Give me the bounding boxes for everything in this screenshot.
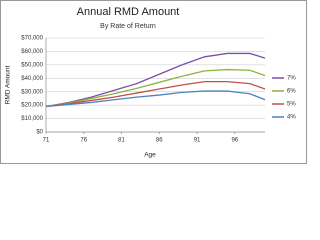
y-tick-label: $70,000 bbox=[21, 36, 43, 42]
chart-subtitle: By Rate of Return bbox=[100, 23, 156, 30]
x-tick-label: 76 bbox=[80, 138, 87, 144]
x-tick-label: 81 bbox=[118, 138, 125, 144]
chart-frame bbox=[0, 0, 307, 164]
chart-title: Annual RMD Amount bbox=[77, 6, 180, 18]
y-tick-label: $20,000 bbox=[21, 103, 43, 109]
y-tick-label: $50,000 bbox=[21, 62, 43, 68]
legend-label: 4% bbox=[287, 115, 296, 121]
series-line bbox=[45, 90, 266, 108]
y-tick-label: $0 bbox=[36, 130, 43, 136]
y-tick-label: $30,000 bbox=[21, 89, 43, 95]
chart: Annual RMD Amount By Rate of Return Age … bbox=[0, 0, 307, 164]
x-tick-label: 71 bbox=[43, 138, 50, 144]
legend-label: 7% bbox=[287, 76, 296, 82]
legend-label: 5% bbox=[287, 102, 296, 108]
y-tick-label: $10,000 bbox=[21, 116, 43, 122]
x-tick-label: 91 bbox=[194, 138, 201, 144]
series-line bbox=[45, 52, 266, 108]
legend-label: 6% bbox=[287, 89, 296, 95]
x-tick-label: 96 bbox=[231, 138, 238, 144]
y-axis-label: RMD Amount bbox=[5, 65, 12, 104]
series-line bbox=[45, 68, 266, 108]
y-tick-label: $60,000 bbox=[21, 49, 43, 55]
series-line bbox=[45, 80, 266, 108]
y-tick-label: $40,000 bbox=[21, 76, 43, 82]
x-axis-label: Age bbox=[144, 152, 156, 159]
x-tick-label: 86 bbox=[156, 138, 163, 144]
